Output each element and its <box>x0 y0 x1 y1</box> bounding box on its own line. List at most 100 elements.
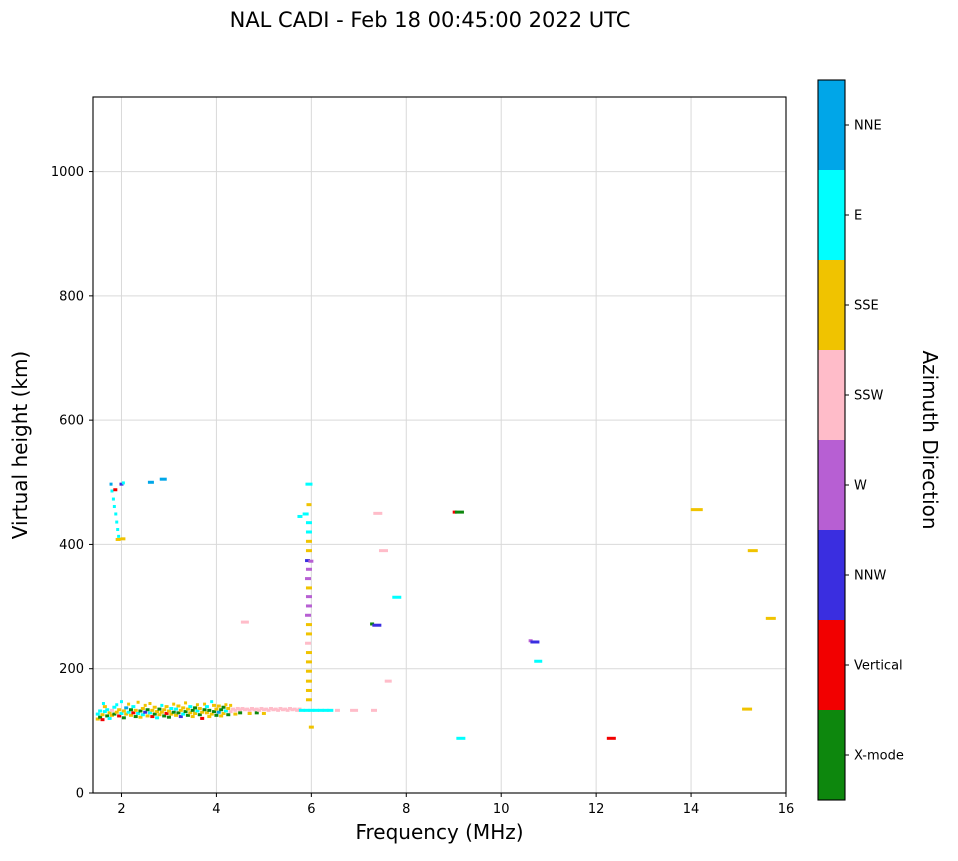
data-point <box>119 482 124 486</box>
data-point <box>313 708 320 712</box>
data-point <box>152 705 157 709</box>
data-point <box>207 708 212 712</box>
data-point <box>140 706 145 710</box>
data-point <box>266 708 271 712</box>
data-point <box>221 711 226 715</box>
data-point <box>115 703 119 707</box>
data-point <box>197 713 202 717</box>
data-point <box>305 641 312 645</box>
data-point <box>197 706 202 710</box>
data-point <box>112 705 117 709</box>
data-point <box>128 713 133 717</box>
x-tick-label: 6 <box>307 802 315 817</box>
data-point <box>119 711 124 715</box>
data-point <box>305 549 312 553</box>
x-tick-label: 4 <box>212 802 220 817</box>
data-point <box>111 497 115 501</box>
data-point <box>287 706 292 710</box>
data-point <box>254 711 259 715</box>
data-point <box>212 710 217 714</box>
data-point <box>238 711 243 715</box>
data-point <box>138 715 143 719</box>
data-point <box>264 707 269 711</box>
data-point <box>233 708 238 712</box>
data-point <box>159 477 167 481</box>
colorbar-border <box>817 79 846 801</box>
colorbar-label-nne: NNE <box>854 119 882 134</box>
data-point <box>121 709 126 713</box>
data-point <box>157 707 162 711</box>
data-point <box>148 702 152 706</box>
data-point <box>305 613 312 617</box>
data-point <box>140 713 145 717</box>
data-point <box>209 712 214 716</box>
data-point <box>119 700 123 704</box>
data-point <box>219 714 224 718</box>
data-point <box>308 559 314 563</box>
data-point <box>121 481 125 485</box>
data-point <box>297 514 303 518</box>
data-point <box>204 705 209 709</box>
data-point <box>210 700 214 704</box>
data-point <box>133 715 138 719</box>
data-point <box>221 705 226 709</box>
data-point <box>181 712 186 716</box>
data-point <box>219 708 224 712</box>
data-point <box>456 736 466 740</box>
data-point <box>305 559 311 563</box>
data-point <box>203 702 207 706</box>
data-point <box>305 530 312 534</box>
colorbar-segment-e <box>818 170 845 261</box>
data-point <box>327 708 334 712</box>
data-point <box>268 706 273 710</box>
data-point <box>305 669 312 673</box>
data-point <box>127 702 131 706</box>
data-point <box>116 528 120 532</box>
data-point <box>157 713 162 717</box>
data-point <box>231 707 236 711</box>
data-point <box>176 711 181 715</box>
data-point <box>100 718 105 722</box>
data-point <box>245 707 250 711</box>
data-point <box>278 706 283 710</box>
data-point <box>228 710 233 714</box>
data-point <box>317 708 324 712</box>
data-point <box>305 586 312 590</box>
data-point <box>350 708 359 712</box>
chart-title: NAL CADI - Feb 18 00:45:00 2022 UTC <box>229 8 631 32</box>
data-point <box>378 549 388 553</box>
y-tick-label: 1000 <box>51 165 84 180</box>
data-point <box>98 709 103 713</box>
data-point <box>143 710 148 714</box>
data-point <box>308 725 314 729</box>
data-point <box>159 710 164 714</box>
data-point <box>114 710 119 714</box>
data-point <box>252 708 257 712</box>
data-point <box>171 710 176 714</box>
colorbar-label-ssw: SSW <box>854 389 884 404</box>
data-point <box>530 640 540 644</box>
data-point <box>242 708 247 712</box>
data-point <box>145 708 150 712</box>
data-point <box>124 712 129 716</box>
data-point <box>131 711 136 715</box>
data-point <box>164 711 169 715</box>
data-point <box>102 710 107 714</box>
data-point <box>247 708 252 712</box>
data-point <box>164 705 169 709</box>
data-point <box>174 713 179 717</box>
data-point <box>292 707 297 711</box>
data-point <box>147 480 154 484</box>
x-axis-label: Frequency (MHz) <box>355 820 524 844</box>
data-point <box>305 679 312 683</box>
data-point <box>143 703 147 707</box>
colorbar-segment-ssw <box>818 350 845 441</box>
data-point <box>195 703 199 707</box>
data-point <box>98 715 103 719</box>
data-point <box>305 482 313 486</box>
data-point <box>454 510 464 514</box>
data-point <box>117 714 122 718</box>
data-point <box>229 703 233 707</box>
